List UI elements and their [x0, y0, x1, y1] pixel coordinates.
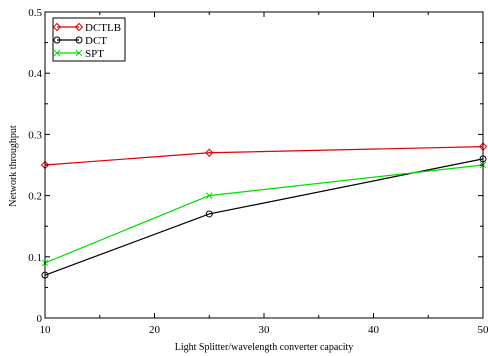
x-axis-label: Light Splitter/wavelength converter capa… [175, 342, 354, 353]
x-tick-label: 50 [478, 324, 488, 336]
legend-marker-dctlb [52, 22, 62, 32]
x-tick-label: 30 [259, 324, 271, 336]
series-line-spt [44, 164, 484, 264]
legend-label-spt: SPT [85, 48, 104, 60]
y-tick-label: 0.5 [28, 7, 42, 19]
x-tick-label: 10 [40, 324, 52, 336]
data-point-spt [205, 192, 213, 199]
x-tick-label: 20 [149, 324, 161, 336]
axes: 10 20 30 40 50 0 0.1 0.2 0.3 0.4 0.5 [28, 7, 488, 336]
y-tick-label: 0.1 [28, 252, 42, 264]
legend-marker-dctlb [74, 22, 84, 32]
y-tick-label: 0.4 [28, 68, 42, 80]
x-marker-stroke [75, 49, 83, 57]
legend-label-dctlb: DCTLB [85, 22, 121, 34]
legend-marker-dct [53, 36, 61, 44]
legend-marker-spt [75, 49, 83, 57]
legend-label-dct: DCT [85, 35, 107, 47]
x-marker-stroke [205, 192, 213, 199]
legend-marker-spt [53, 49, 61, 57]
x-tick-label: 40 [368, 324, 380, 336]
plot-area [40, 142, 488, 279]
y-axis-label: Network throughput [8, 125, 19, 207]
y-tick-label: 0 [37, 313, 43, 325]
data-point-dctlb [205, 148, 214, 157]
x-marker-stroke [53, 49, 61, 57]
legend-marker-dct [75, 36, 83, 44]
y-tick-label: 0.2 [28, 191, 42, 203]
y-tick-label: 0.3 [28, 129, 42, 141]
series-line-dctlb [44, 146, 484, 166]
series-line-dct [44, 158, 484, 276]
data-point-dct [205, 210, 213, 218]
